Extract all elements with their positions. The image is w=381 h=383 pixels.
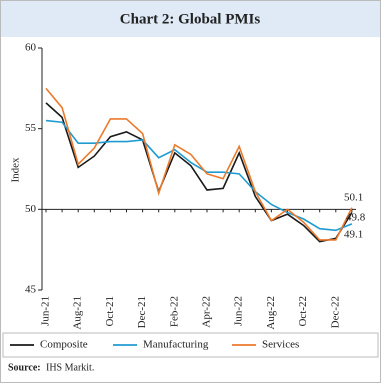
series-line	[45, 102, 353, 243]
x-tick-label: Aug-22	[265, 296, 277, 330]
end-value-label: 49.8	[346, 212, 366, 224]
x-tick-label: Dec-22	[329, 296, 341, 328]
y-tick-label: 50	[25, 203, 37, 215]
legend-box	[2, 332, 379, 358]
end-value-label: 49.1	[344, 229, 363, 241]
source: IHS Markit.	[46, 362, 94, 373]
y-tick-label: 45	[25, 284, 37, 296]
x-tick-label: Jun-22	[233, 296, 245, 326]
x-tick-label: Oct-21	[104, 296, 116, 327]
legend-label: Services	[262, 339, 299, 351]
title-band	[1, 1, 380, 37]
legend-label: Manufacturing	[143, 339, 209, 351]
end-value-label: 50.1	[344, 192, 363, 204]
x-tick-label: Aug-21	[72, 296, 84, 330]
y-tick-label: 55	[25, 122, 37, 134]
y-tick-label: 60	[25, 42, 37, 54]
legend-label: Composite	[40, 339, 88, 351]
chart-title: Chart 2: Global PMIs	[120, 11, 261, 27]
source-label: Source:	[8, 362, 41, 373]
x-tick-label: Dec-21	[136, 296, 148, 328]
y-axis-label: Index	[10, 157, 22, 183]
x-tick-label: Jun-21	[40, 296, 52, 326]
x-tick-label: Apr-22	[201, 296, 213, 328]
x-tick-label: Oct-22	[297, 296, 309, 327]
series-line	[45, 87, 353, 241]
x-tick-label: Feb-22	[168, 296, 180, 327]
